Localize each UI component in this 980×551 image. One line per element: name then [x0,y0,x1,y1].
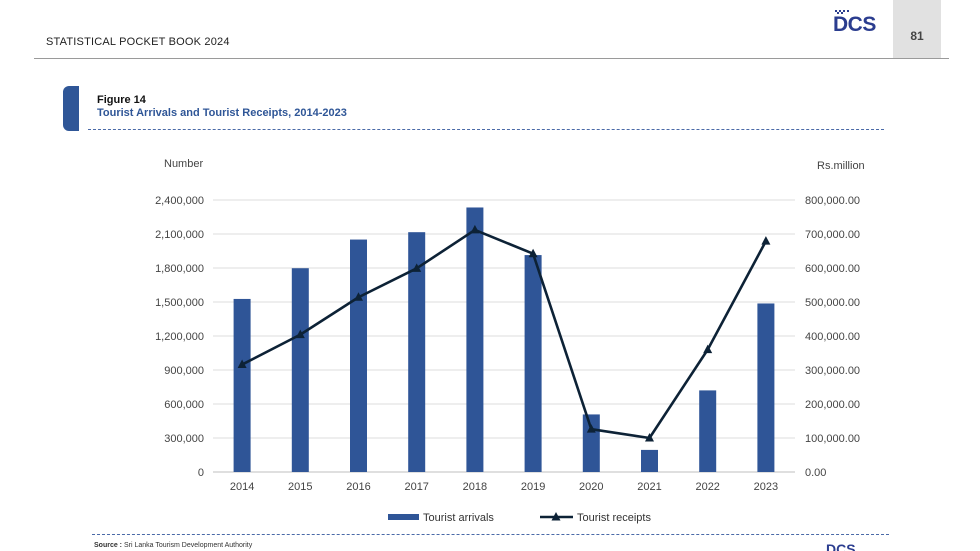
x-tick-label: 2014 [230,481,254,493]
y2-tick-label: 500,000.00 [805,297,860,309]
bar [641,449,658,472]
bar [466,207,484,473]
header-rule [34,58,949,59]
y2-tick-label: 800,000.00 [805,195,860,207]
x-tick-label: 2018 [463,481,487,493]
figure-title: Tourist Arrivals and Tourist Receipts, 2… [97,107,347,119]
x-tick-label: 2020 [579,481,603,493]
page-number-box: 81 [893,0,941,58]
y-tick-label: 300,000 [164,433,204,445]
receipts-marker [586,424,596,433]
y2-axis-title: Rs.million [817,160,865,172]
page-number: 81 [910,29,924,43]
bar [582,414,600,472]
source-text: Sri Lanka Tourism Development Authority [123,542,253,549]
y2-tick-label: 700,000.00 [805,229,860,241]
y2-tick-label: 400,000.00 [805,331,860,343]
legend-swatch-arrivals [388,514,419,520]
bar [408,232,426,472]
figure-label: Figure 14 [97,94,146,106]
bar [233,298,251,472]
receipts-marker [412,263,422,272]
y-tick-label: 2,400,000 [155,195,204,207]
y2-tick-label: 600,000.00 [805,263,860,275]
gridlines [213,199,795,473]
receipts-marker [470,224,480,234]
receipts-marker [761,236,771,245]
bar-series [233,207,775,473]
receipts-marker [528,248,538,258]
x-tick-label: 2023 [754,481,778,493]
y-tick-label: 2,100,000 [155,229,204,241]
receipts-marker [703,344,713,354]
bar [757,303,775,472]
header-title: STATISTICAL POCKET BOOK 2024 [46,36,230,48]
receipts-marker [295,329,305,339]
legend-label-arrivals: Tourist arrivals [423,512,494,524]
legend-label-receipts: Tourist receipts [577,512,651,524]
line-series [237,224,771,442]
logo-dots-icon [835,10,849,14]
legend: Tourist arrivals Tourist receipts [388,512,651,524]
x-tick-label: 2022 [695,481,719,493]
x-tick-label: 2015 [288,481,312,493]
legend-marker-receipts [551,512,561,521]
figure-divider [88,129,884,130]
y2-ticks: 0.00 100,000.00 200,000.00 300,000.00 400,00… [805,195,860,479]
y-axis-title: Number [164,158,203,170]
bottom-divider [92,534,889,535]
figure-marker [63,86,79,131]
y-tick-label: 0 [198,467,204,479]
y2-tick-label: 100,000.00 [805,433,860,445]
x-ticks: 2014 2015 2016 2017 2018 2019 2020 2021 2022 2023 [230,481,778,493]
y2-tick-label: 300,000.00 [805,365,860,377]
source-label: Source : [94,542,123,549]
receipts-marker [237,359,247,369]
y2-tick-label: 200,000.00 [805,399,860,411]
receipts-line [241,228,768,440]
source-note: Source : Sri Lanka Tourism Development A… [94,542,252,549]
y-tick-label: 1,800,000 [155,263,204,275]
y-tick-label: 1,500,000 [155,297,204,309]
y2-tick-label: 0.00 [805,467,826,479]
logo-text: DCS [833,13,876,36]
bar [291,268,309,472]
x-tick-label: 2019 [521,481,545,493]
x-tick-label: 2016 [346,481,370,493]
bar [524,255,542,472]
y-tick-label: 600,000 [164,399,204,411]
y-ticks: 0 300,000 600,000 900,000 1,200,000 1,500,000… [155,195,204,479]
bar [699,390,717,472]
y-tick-label: 1,200,000 [155,331,204,343]
footer-logo: DCS [826,541,856,551]
dcs-logo: DCS [833,10,879,36]
x-tick-label: 2021 [637,481,661,493]
receipts-marker [645,433,654,442]
bar [350,239,367,472]
y-tick-label: 900,000 [164,365,204,377]
receipts-marker [354,292,363,301]
x-tick-label: 2017 [404,481,428,493]
